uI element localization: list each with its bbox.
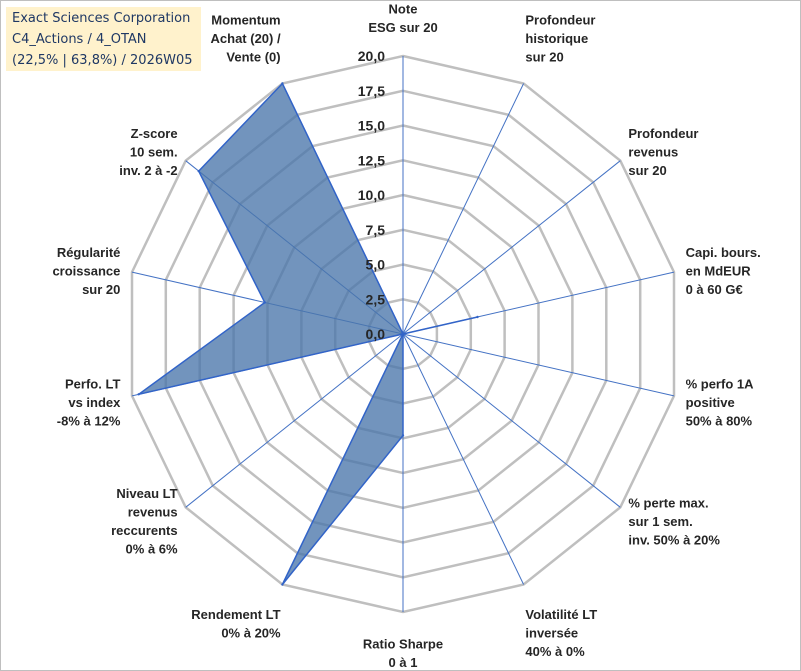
tick-label-3: 7,5 xyxy=(366,222,386,238)
category-label-line: sur 20 xyxy=(525,49,563,64)
axis-spoke-5 xyxy=(402,333,621,508)
tick-label-1: 2,5 xyxy=(366,291,386,307)
category-label-line: % perte max. xyxy=(628,495,708,510)
tick-label-8: 20,0 xyxy=(358,48,385,64)
tick-label-4: 10,0 xyxy=(358,187,385,203)
axis-spoke-1 xyxy=(402,83,525,335)
company-name: Exact Sciences Corporation xyxy=(12,11,191,26)
category-label-line: 0% à 20% xyxy=(221,626,281,641)
category-label-3: Capi. bours. en MdEUR 0 à 60 G€ xyxy=(686,245,761,297)
tick-label-0: 0,0 xyxy=(366,326,386,342)
category-label-0: Note ESG sur 20 xyxy=(368,2,437,36)
category-label-line: inv. 2 à -2 xyxy=(119,163,177,178)
category-label-5: % perte max. sur 1 sem. inv. 50% à 20% xyxy=(628,495,720,547)
tick-label-2: 5,0 xyxy=(366,257,386,273)
category-label-line: inv. 50% à 20% xyxy=(628,532,720,547)
category-label-line: historique xyxy=(525,31,588,46)
portfolio-label: C4_Actions / 4_OTAN xyxy=(12,32,147,47)
category-label-6: Volatilité LT inversée 40% à 0% xyxy=(525,607,597,659)
axis-spoke-6 xyxy=(402,333,525,585)
category-label-10: Perfo. LT vs index -8% à 12% xyxy=(57,377,121,429)
category-label-line: Note xyxy=(389,2,418,17)
category-label-line: positive xyxy=(686,395,735,410)
data-point-9 xyxy=(401,332,405,336)
category-label-11: Régularité croissance sur 20 xyxy=(52,245,120,297)
category-label-line: % perfo 1A xyxy=(686,377,755,392)
category-label-line: Profondeur xyxy=(525,12,595,27)
data-point-11 xyxy=(263,301,266,304)
category-label-13: Momentum Achat (20) / Vente (0) xyxy=(211,12,281,64)
category-label-1: Profondeur historique sur 20 xyxy=(525,12,595,64)
category-label-line: Niveau LT xyxy=(116,486,177,501)
category-label-line: Z-score xyxy=(131,126,178,141)
category-label-line: Perfo. LT xyxy=(65,377,120,392)
category-label-line: 0 à 60 G€ xyxy=(686,282,743,297)
data-point-7 xyxy=(401,434,405,437)
category-label-line: sur 20 xyxy=(628,163,666,178)
category-label-line: 50% à 80% xyxy=(686,414,753,429)
category-label-line: ESG sur 20 xyxy=(368,20,437,35)
category-label-line: sur 20 xyxy=(82,282,120,297)
category-label-line: Profondeur xyxy=(628,126,698,141)
category-label-line: Volatilité LT xyxy=(525,607,597,622)
axis-spoke-2 xyxy=(402,160,621,335)
category-label-12: Z-score 10 sem. inv. 2 à -2 xyxy=(119,126,177,178)
category-label-line: Régularité xyxy=(57,245,121,260)
category-label-line: inversée xyxy=(525,626,578,641)
radial-tick-labels: 0,0 2,5 5,0 7,5 10,0 12,5 15,0 17,5 20,0 xyxy=(358,48,385,342)
data-point-10 xyxy=(137,393,140,396)
tick-label-5: 12,5 xyxy=(358,152,385,168)
data-point-13 xyxy=(281,82,284,85)
data-point-12 xyxy=(197,169,200,173)
category-label-line: -8% à 12% xyxy=(57,414,121,429)
chart-title-box: Exact Sciences Corporation C4_Actions / … xyxy=(6,7,201,71)
category-label-line: 10 sem. xyxy=(130,145,178,160)
category-label-2: Profondeur revenus sur 20 xyxy=(628,126,698,178)
category-label-line: Momentum xyxy=(211,12,280,27)
radar-series xyxy=(137,82,479,586)
category-label-8: Rendement LT 0% à 20% xyxy=(191,607,281,641)
category-label-line: 0 à 1 xyxy=(389,655,418,670)
category-label-line: croissance xyxy=(52,263,120,278)
ratio-week-label: (22,5% | 63,8%) / 2026W05 xyxy=(12,53,193,68)
axis-spoke-4 xyxy=(402,333,675,397)
data-point-3 xyxy=(476,315,479,319)
category-label-line: Achat (20) / xyxy=(211,31,281,46)
category-label-line: Capi. bours. xyxy=(686,245,761,260)
category-label-line: reccurents xyxy=(111,523,177,538)
category-label-9: Niveau LT revenus reccurents 0% à 6% xyxy=(111,486,178,556)
category-label-line: vs index xyxy=(68,395,121,410)
tick-label-7: 17,5 xyxy=(358,83,385,99)
category-label-7: Ratio Sharpe 0 à 1 xyxy=(363,637,443,671)
category-label-line: Vente (0) xyxy=(226,49,280,64)
category-labels: Note ESG sur 20 Profondeur historique sur 20… xyxy=(52,2,760,671)
category-label-line: revenus xyxy=(128,505,178,520)
category-label-4: % perfo 1A positive 50% à 80% xyxy=(686,377,755,429)
category-label-line: 40% à 0% xyxy=(525,644,585,659)
category-label-line: sur 1 sem. xyxy=(628,514,692,529)
data-point-8 xyxy=(281,583,284,586)
category-label-line: Rendement LT xyxy=(191,607,280,622)
category-label-line: en MdEUR xyxy=(686,263,752,278)
category-label-line: Ratio Sharpe xyxy=(363,637,443,652)
category-label-line: 0% à 6% xyxy=(126,542,178,557)
category-label-line: revenus xyxy=(628,145,678,160)
tick-label-6: 15,0 xyxy=(358,118,385,134)
axis-spoke-9 xyxy=(185,333,404,508)
